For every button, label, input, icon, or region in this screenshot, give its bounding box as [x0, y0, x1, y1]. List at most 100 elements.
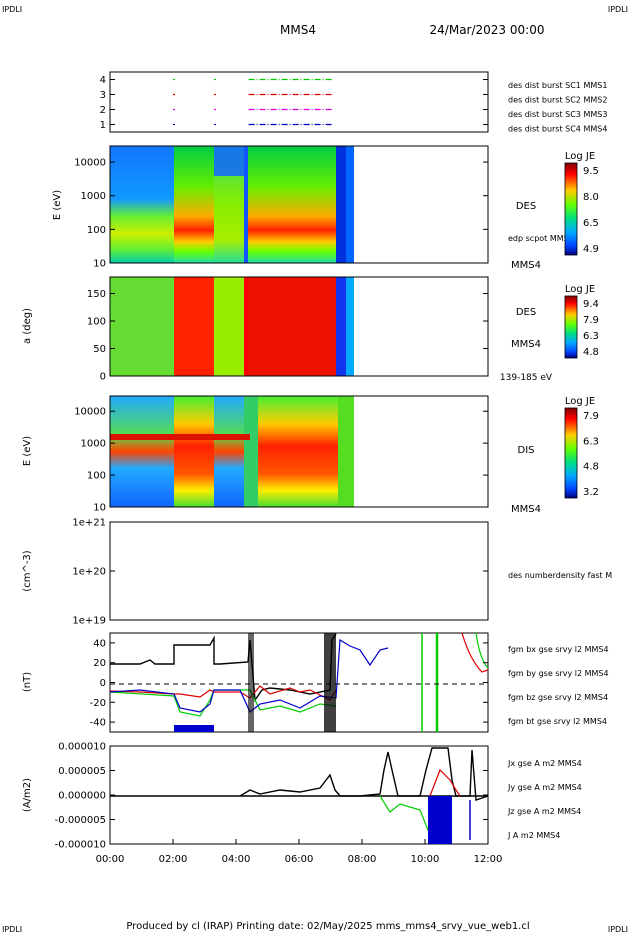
density-legend: des numberdensity fast M	[508, 571, 612, 580]
corner-label-top-left: IPDLI	[2, 5, 22, 14]
legend-entry: fgm bt gse srvy l2 MMS4	[508, 717, 607, 726]
ytick-label: 0	[100, 372, 106, 383]
ytick-label: 150	[87, 289, 106, 300]
ytick-label: 1000	[81, 191, 106, 202]
xtick-label: 12:00	[474, 854, 503, 865]
colorbar-tick: 4.9	[583, 244, 599, 255]
availability-legend-entry: des dist burst SC4 MMS4	[508, 125, 607, 134]
colorbar-tick: 6.5	[583, 218, 599, 229]
ytick-label: 10	[93, 259, 106, 270]
jx-trace	[429, 768, 461, 797]
legend-entry: Jz gse A m2 MMS4	[507, 807, 581, 816]
time-axis: 00:00 02:00 04:00 06:00 08:00 10:00 12:00	[96, 839, 503, 865]
xtick-label: 10:00	[411, 854, 440, 865]
legend-entry: fgm bx gse srvy l2 MMS4	[508, 645, 609, 654]
dis-energy-panel: 10 100 1000 10000 E (eV) DIS MMS4 Log JE 7.9…	[22, 395, 599, 515]
colorbar-tick: 4.8	[583, 462, 599, 473]
footer-text: Produced by cl (IRAP) Printing date: 02/…	[126, 921, 529, 932]
ytick-label: 10000	[74, 407, 106, 418]
j-trace	[239, 747, 489, 801]
colorbar	[564, 295, 578, 359]
legend-entry: fgm by gse srvy l2 MMS4	[508, 669, 609, 678]
ytick-label: 40	[93, 638, 106, 649]
colorbar-tick: 4.8	[583, 347, 599, 358]
ytick-label: 0	[100, 678, 106, 689]
availability-legend-entry: des dist burst SC3 MMS3	[508, 110, 607, 119]
bx-trace	[109, 685, 337, 701]
des-pitch-label: DES	[516, 307, 536, 318]
colorbar-tick: 6.3	[583, 331, 599, 342]
datetime-title: 24/Mar/2023 00:00	[430, 23, 545, 37]
corner-label-bottom-right: IPDLI	[608, 925, 628, 934]
xtick-label: 08:00	[348, 854, 377, 865]
des-energy-ylabel: E (eV)	[52, 190, 63, 220]
xtick-label: 04:00	[222, 854, 251, 865]
ytick-label: 0.000005	[58, 766, 106, 777]
des-energy-panel: 10 100 1000 10000 E (eV) DES edp scpot MMS4…	[52, 145, 599, 271]
ytick-label: 1e+20	[72, 567, 106, 578]
colorbar-title: Log JE	[565, 151, 595, 162]
ytick-label: 0.000000	[58, 791, 106, 802]
ytick-label: 20	[93, 658, 106, 669]
dis-energy-ylabel: E (eV)	[22, 436, 33, 466]
colorbar-tick: 8.0	[583, 192, 599, 203]
ytick-label: 3	[100, 90, 106, 101]
ytick-label: 1e+19	[72, 616, 106, 627]
ytick-label: 100	[87, 471, 106, 482]
ytick-label: 2	[100, 105, 106, 116]
availability-legend-entry: des dist burst SC1 MMS1	[508, 81, 607, 90]
colorbar-tick: 7.9	[583, 411, 599, 422]
ytick-label: 100	[87, 225, 106, 236]
legend-entry: fgm bz gse srvy l2 MMS4	[508, 693, 608, 702]
ytick-label: 1	[100, 120, 106, 131]
legend-entry: Jx gse A m2 MMS4	[507, 759, 582, 768]
spacecraft-title: MMS4	[280, 23, 316, 37]
current-density-ylabel: (A/m2)	[22, 778, 33, 812]
ytick-label: 100	[87, 317, 106, 328]
colorbar-title: Log JE	[565, 284, 595, 295]
des-pitch-ylabel: a (deg)	[22, 308, 33, 344]
dis-energy-label: DIS	[518, 445, 535, 456]
des-pitch-panel: 0 50 100 150 a (deg) DES MMS4 139-185 eV Lo…	[22, 276, 599, 383]
density-panel: 1e+19 1e+20 1e+21 (cm^-3) des numberdensit…	[22, 518, 612, 627]
colorbar-title: Log JE	[565, 396, 595, 407]
xtick-label: 00:00	[96, 854, 125, 865]
colorbar-tick: 9.5	[583, 166, 599, 177]
ytick-label: 4	[100, 75, 106, 86]
des-pitch-label3: 139-185 eV	[500, 373, 553, 383]
ytick-label: -0.000010	[55, 840, 106, 851]
legend-entry: Jy gse A m2 MMS4	[507, 783, 582, 792]
current-density-panel: -0.000010 -0.000005 0.000000 0.000005 0.0000…	[22, 742, 582, 851]
xtick-label: 06:00	[285, 854, 314, 865]
des-pitch-label2: MMS4	[511, 339, 541, 350]
ytick-label: 1e+21	[72, 518, 106, 529]
ytick-label: -0.000005	[55, 815, 106, 826]
magnetic-field-ylabel: (nT)	[22, 672, 33, 692]
magnetic-field-panel: -40 -20 0 20 40 (nT) fgm bx gse srvy l2 MMS4…	[22, 632, 609, 733]
colorbar-tick: 3.2	[583, 487, 599, 498]
density-ylabel: (cm^-3)	[22, 550, 33, 591]
colorbar-tick: 9.4	[583, 299, 599, 310]
des-energy-label2: MMS4	[511, 260, 541, 271]
availability-legend-entry: des dist burst SC2 MMS2	[508, 96, 607, 105]
availability-panel: 1 2 3 4 des dist burst SC1 MMS1 des dist bur…	[100, 71, 607, 134]
bz-trace	[109, 638, 389, 713]
xtick-label: 02:00	[159, 854, 188, 865]
dis-energy-label2: MMS4	[511, 504, 541, 515]
des-energy-overlay-label: edp scpot MMS4	[508, 234, 574, 243]
ytick-label: -40	[90, 718, 106, 729]
colorbar-tick: 7.9	[583, 315, 599, 326]
corner-label-bottom-left: IPDLI	[2, 925, 22, 934]
colorbar	[564, 162, 578, 256]
colorbar	[564, 407, 578, 499]
ytick-label: -20	[90, 698, 106, 709]
legend-entry: J A m2 MMS4	[507, 831, 560, 840]
ytick-label: 10000	[74, 158, 106, 169]
des-energy-label: DES	[516, 201, 536, 212]
ytick-label: 10	[93, 503, 106, 514]
corner-label-top-right: IPDLI	[608, 5, 628, 14]
bt-trace	[110, 633, 337, 702]
ytick-label: 50	[93, 344, 106, 355]
ytick-label: 0.000010	[58, 742, 106, 753]
